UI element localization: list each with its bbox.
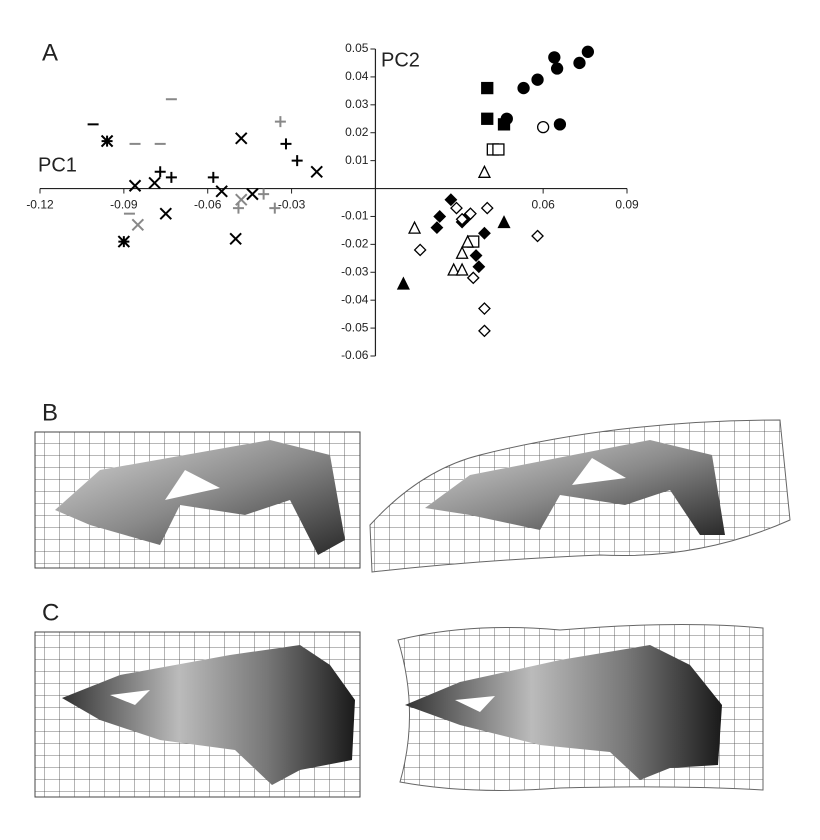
x-tick-label: -0.03 xyxy=(278,198,306,212)
point xyxy=(531,73,544,86)
point xyxy=(573,56,586,70)
y-tick-label: -0.06 xyxy=(341,348,369,362)
shape-hole xyxy=(572,458,626,485)
point xyxy=(280,138,292,150)
point xyxy=(117,235,131,248)
y-tick-label: -0.01 xyxy=(341,209,369,223)
point xyxy=(455,212,469,226)
point xyxy=(455,245,469,259)
point xyxy=(235,132,248,145)
point xyxy=(450,201,463,215)
point xyxy=(492,143,505,156)
y-axis-label: PC2 xyxy=(381,49,420,71)
point xyxy=(274,116,286,128)
x-tick-label: -0.12 xyxy=(26,198,54,212)
point xyxy=(553,118,567,131)
x-tick-label: 0.06 xyxy=(531,198,555,212)
y-tick-label: 0.01 xyxy=(345,153,369,167)
point xyxy=(444,193,458,207)
shape-hole xyxy=(110,690,150,705)
point xyxy=(159,207,172,220)
point xyxy=(481,112,494,125)
point xyxy=(229,232,242,245)
y-tick-label: -0.03 xyxy=(341,264,369,278)
point xyxy=(455,262,469,276)
point xyxy=(472,260,486,274)
point xyxy=(408,220,422,234)
point xyxy=(232,202,244,214)
panel-label: B xyxy=(42,399,58,426)
point xyxy=(478,324,491,338)
point xyxy=(100,134,114,148)
point xyxy=(581,45,595,58)
point xyxy=(464,207,477,221)
shape-hole xyxy=(455,696,495,712)
y-tick-label: 0.04 xyxy=(345,69,369,83)
point xyxy=(461,234,475,248)
panel-c xyxy=(34,623,764,798)
point xyxy=(477,164,491,178)
y-tick-label: 0.03 xyxy=(345,97,369,111)
y-tick-label: -0.05 xyxy=(341,320,369,334)
point xyxy=(396,276,410,290)
x-tick-label: -0.09 xyxy=(110,198,138,212)
y-tick-label: 0.05 xyxy=(345,41,369,55)
point xyxy=(466,271,480,285)
point xyxy=(246,187,259,201)
point xyxy=(131,218,145,232)
point xyxy=(413,243,427,257)
point xyxy=(207,171,219,183)
point xyxy=(269,202,281,214)
point xyxy=(235,193,248,206)
point xyxy=(478,226,491,240)
point xyxy=(548,51,561,64)
shape xyxy=(55,440,345,555)
point xyxy=(258,188,270,200)
point xyxy=(148,176,161,190)
x-tick-label: 0.09 xyxy=(615,198,639,212)
point xyxy=(215,185,228,198)
panel-label: C xyxy=(42,599,59,626)
point xyxy=(154,166,166,178)
x-axis-label: PC1 xyxy=(38,154,77,176)
point xyxy=(433,210,447,223)
y-tick-label: 0.02 xyxy=(345,125,369,139)
point xyxy=(165,171,177,183)
shape xyxy=(425,440,725,535)
point xyxy=(536,120,550,134)
point xyxy=(310,165,323,179)
point xyxy=(517,81,530,95)
shape-hole xyxy=(165,470,220,500)
y-tick-label: -0.04 xyxy=(341,292,369,306)
point xyxy=(469,249,483,262)
point xyxy=(497,118,511,131)
point xyxy=(291,155,303,167)
point xyxy=(481,81,494,95)
panel-b xyxy=(34,419,791,573)
point xyxy=(480,201,494,215)
point xyxy=(128,179,142,192)
y-tick-label: -0.02 xyxy=(341,237,369,251)
point xyxy=(430,221,444,235)
shape xyxy=(62,645,355,785)
shape xyxy=(405,645,722,780)
point xyxy=(478,302,491,315)
point xyxy=(531,229,544,243)
point xyxy=(550,62,564,75)
panel-label: A xyxy=(42,39,58,66)
point xyxy=(497,215,511,229)
point xyxy=(447,262,461,276)
x-tick-label: -0.06 xyxy=(194,198,222,212)
